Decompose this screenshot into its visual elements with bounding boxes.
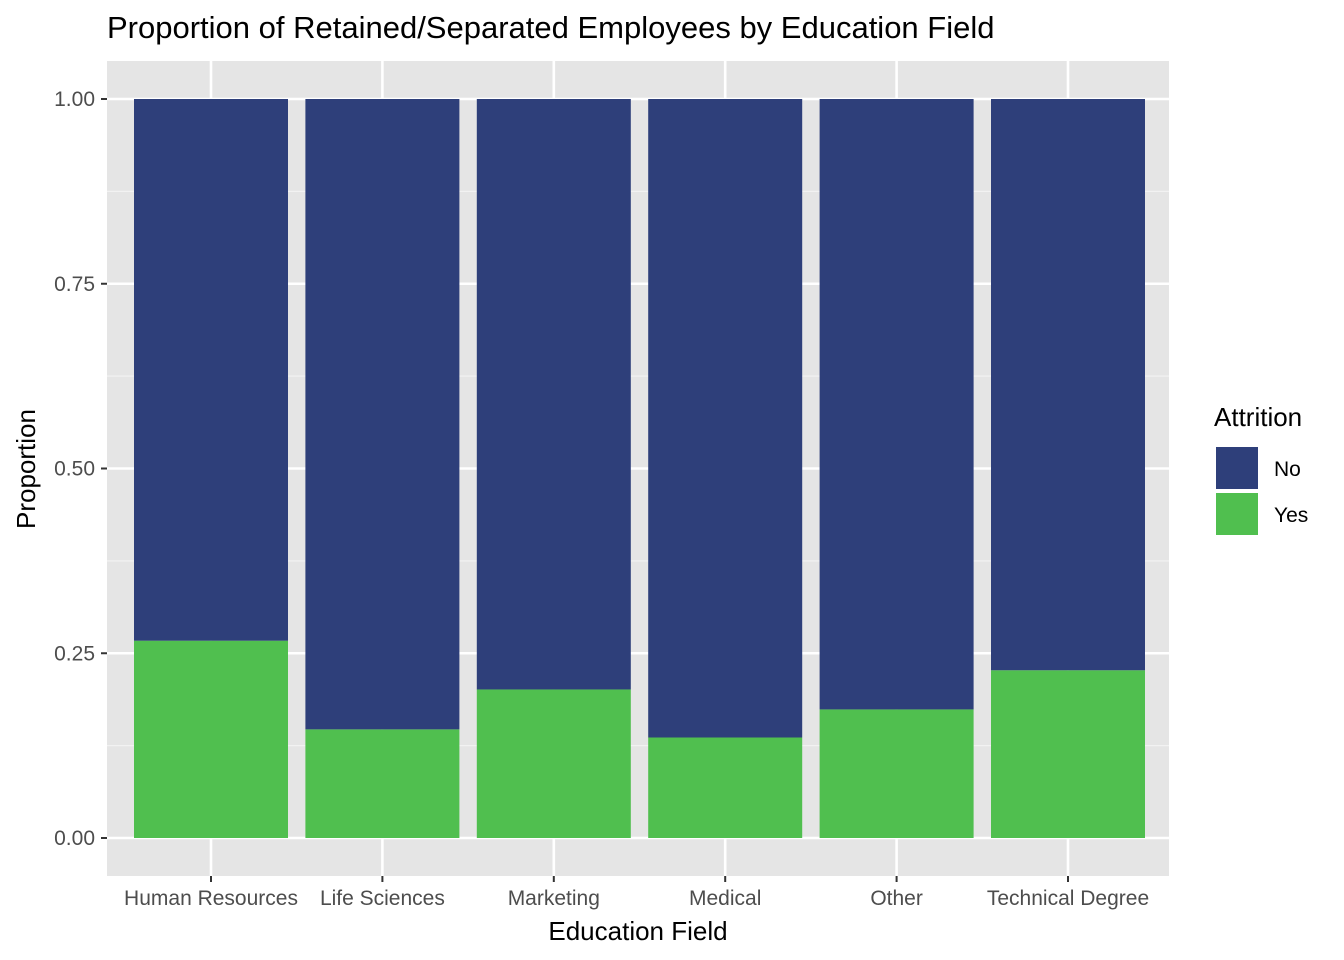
bar-yes-medical [648, 737, 803, 838]
legend-key-yes [1214, 491, 1260, 537]
bar-no-other [819, 99, 974, 710]
bar-yes-life-sciences [305, 729, 460, 838]
chart-title: Proportion of Retained/Separated Employe… [107, 10, 994, 45]
bar-no-human-resources [134, 99, 288, 641]
bar-no-technical-degree [991, 99, 1145, 671]
legend-label-no: No [1274, 458, 1301, 481]
y-tick-label: 0.75 [54, 273, 95, 296]
x-tick-label: Medical [689, 887, 761, 910]
x-tick-label: Life Sciences [320, 887, 445, 910]
legend: Attrition No Yes [1214, 402, 1308, 537]
y-tick-label: 1.00 [54, 88, 95, 111]
x-tick-label: Marketing [508, 887, 600, 910]
y-tick-label: 0.25 [54, 642, 95, 665]
bar-no-medical [648, 99, 803, 738]
y-tick-label: 0.50 [54, 458, 95, 481]
legend-title: Attrition [1214, 402, 1302, 432]
y-axis-title: Proportion [11, 409, 41, 529]
legend-label-yes: Yes [1274, 504, 1308, 527]
x-tick-label: Other [870, 887, 923, 910]
bar-yes-human-resources [134, 640, 288, 838]
x-axis: Human Resources Life Sciences Marketing Med… [124, 876, 1149, 910]
bar-yes-technical-degree [991, 670, 1145, 838]
y-axis: 0.00 0.25 0.50 0.75 1.00 [54, 88, 107, 850]
x-tick-label: Human Resources [124, 887, 298, 910]
bars [134, 99, 1145, 838]
y-tick-label: 0.00 [54, 827, 95, 850]
bar-yes-other [819, 709, 974, 838]
bar-no-life-sciences [305, 99, 460, 730]
bar-no-marketing [476, 99, 631, 690]
legend-key-no [1214, 445, 1260, 491]
x-axis-title: Education Field [548, 916, 727, 946]
x-tick-label: Technical Degree [987, 887, 1149, 910]
bar-yes-marketing [476, 689, 631, 838]
